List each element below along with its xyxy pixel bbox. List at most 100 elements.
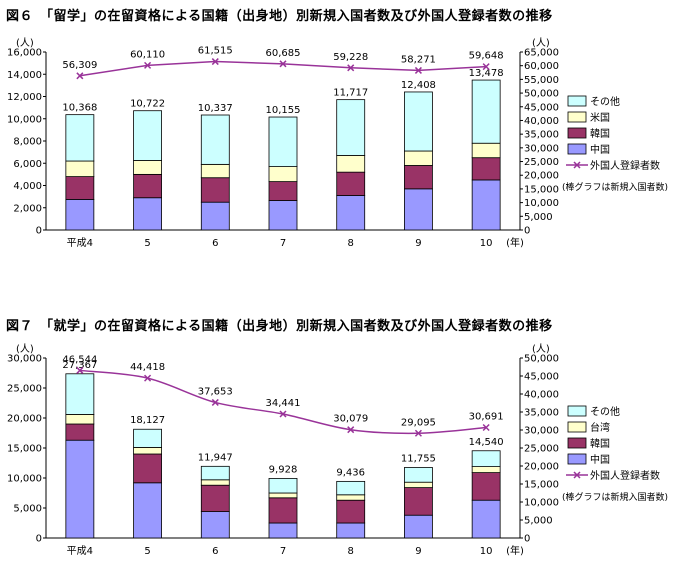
x-axis-unit: (年) xyxy=(506,544,524,557)
bar-segment xyxy=(65,199,95,231)
right-tick-label: 30,000 xyxy=(524,143,559,154)
line-point-marker xyxy=(211,398,219,406)
right-tick-label: 15,000 xyxy=(524,480,559,491)
legend-label: 台湾 xyxy=(590,421,610,434)
line-value-label: 29,095 xyxy=(401,417,436,428)
right-tick-label: 45,000 xyxy=(524,372,559,383)
bar-segment xyxy=(133,160,162,175)
x-tick-label: 5 xyxy=(144,238,150,249)
legend-label: 外国人登録者数 xyxy=(590,469,660,482)
right-tick-label: 50,000 xyxy=(524,354,559,365)
figure-6-chart: (人) (人) 0 2,000 4,000 6,000 8,000 10,000 12,000 1… xyxy=(7,37,668,249)
bar-segment xyxy=(65,414,95,425)
line-point-marker xyxy=(347,64,355,72)
figure-7-title: 図７ 「就学」の在留資格による国籍（出身地）別新規入国者数及び外国人登録者数の推… xyxy=(6,319,553,334)
chart-note: (棒グラフは新規入国者数) xyxy=(562,181,668,193)
left-tick-label: 16,000 xyxy=(7,48,42,59)
left-tick-label: 6,000 xyxy=(13,159,42,170)
bar-total-label: 27,367 xyxy=(62,360,97,371)
x-tick-label: 8 xyxy=(348,546,354,557)
bar-total-label: 10,368 xyxy=(62,103,97,114)
legend-line-marker xyxy=(573,471,581,479)
bar-total-label: 13,478 xyxy=(469,68,504,79)
bar-segment xyxy=(65,160,95,177)
line-point-marker xyxy=(279,60,287,68)
bar-total-label: 9,436 xyxy=(336,467,365,478)
line-value-label: 46,544 xyxy=(62,354,97,365)
bar-segment xyxy=(471,472,501,501)
right-tick-label: 50,000 xyxy=(524,89,559,100)
line-value-label: 37,653 xyxy=(198,386,233,397)
bar-segment xyxy=(404,150,433,166)
bar-segment xyxy=(133,447,162,455)
legend-swatch xyxy=(567,453,587,465)
bar-segment xyxy=(404,487,433,516)
line-value-label: 56,309 xyxy=(62,60,97,71)
x-tick-label: 5 xyxy=(144,546,150,557)
legend-swatch xyxy=(567,421,587,433)
line-value-label: 44,418 xyxy=(130,362,165,373)
x-tick-label: 9 xyxy=(415,546,421,557)
line-point-marker xyxy=(347,426,355,434)
left-tick-label: 30,000 xyxy=(7,354,42,365)
line-value-label: 58,271 xyxy=(401,54,436,65)
bar-segment xyxy=(404,514,433,539)
x-tick-label: 6 xyxy=(212,238,218,249)
left-tick-label: 0 xyxy=(36,534,42,545)
line-point-marker xyxy=(144,61,152,69)
line-point-marker xyxy=(211,58,219,66)
bar-segment xyxy=(336,99,366,156)
x-axis-unit: (年) xyxy=(506,236,524,249)
bar-segment xyxy=(268,492,298,499)
bar-segment xyxy=(65,423,95,441)
left-tick-label: 5,000 xyxy=(13,504,42,515)
legend-swatch xyxy=(567,405,587,417)
bar-segment xyxy=(133,110,162,161)
line-point-marker xyxy=(144,374,152,382)
legend-label: 外国人登録者数 xyxy=(590,159,660,172)
right-tick-label: 10,000 xyxy=(524,498,559,509)
bar-segment xyxy=(65,373,95,415)
bar-total-label: 11,947 xyxy=(198,452,233,463)
left-tick-label: 12,000 xyxy=(7,92,42,103)
bar-segment xyxy=(268,200,298,231)
bar-segment xyxy=(336,494,366,501)
left-axis-unit: (人) xyxy=(16,343,34,355)
legend-label: その他 xyxy=(590,405,620,418)
left-tick-label: 15,000 xyxy=(7,444,42,455)
bar-segment xyxy=(471,157,501,181)
bar-segment xyxy=(268,116,298,167)
legend-line-marker xyxy=(573,161,581,169)
right-tick-label: 60,000 xyxy=(524,61,559,72)
bar-segment xyxy=(404,481,433,488)
x-tick-label: 7 xyxy=(280,238,286,249)
bar-segment xyxy=(471,142,501,159)
legend-label: 中国 xyxy=(590,453,610,466)
x-tick-label: 10 xyxy=(480,546,493,557)
bar-segment xyxy=(268,497,298,524)
right-tick-label: 5,000 xyxy=(524,516,553,527)
bar-segment xyxy=(200,177,230,203)
bar-segment xyxy=(268,522,298,539)
right-tick-label: 55,000 xyxy=(524,75,559,86)
bar-segment xyxy=(404,467,433,483)
line-point-marker xyxy=(482,423,490,432)
left-tick-label: 20,000 xyxy=(7,414,42,425)
bar-total-label: 9,928 xyxy=(269,464,298,475)
x-tick-label: 平成4 xyxy=(67,237,93,249)
right-tick-label: 65,000 xyxy=(524,48,559,59)
bar-segment xyxy=(200,201,230,231)
right-axis-unit: (人) xyxy=(532,343,550,355)
bar-segment xyxy=(133,453,162,484)
line-value-label: 60,110 xyxy=(130,49,165,60)
bar-segment xyxy=(336,195,366,231)
legend-label: 韓国 xyxy=(590,128,610,140)
bar-segment xyxy=(336,499,366,524)
bar-segment xyxy=(65,114,95,162)
left-tick-label: 2,000 xyxy=(13,203,42,214)
x-tick-label: 10 xyxy=(480,238,493,249)
figure-7-chart: (人) (人) 0 5,000 10,000 15,000 20,000 25,000 30,0… xyxy=(7,343,668,557)
x-tick-label: 6 xyxy=(212,546,218,557)
bar-segment xyxy=(268,478,298,494)
right-tick-label: 30,000 xyxy=(524,426,559,437)
